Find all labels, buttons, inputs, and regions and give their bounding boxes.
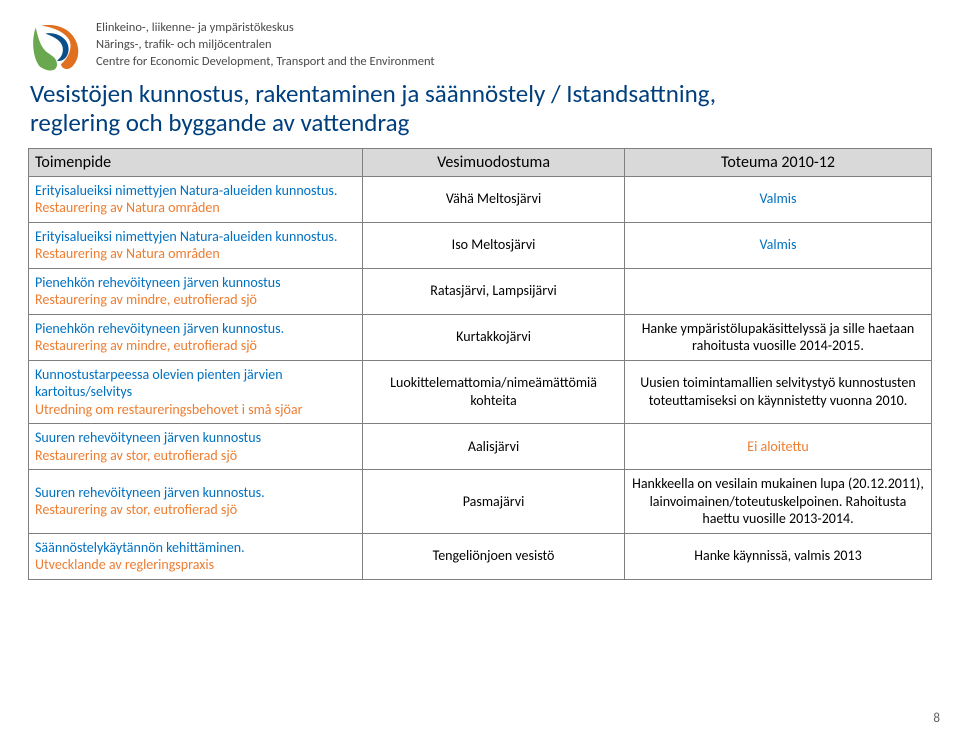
table-row: Suuren rehevöityneen järven kunnostus.Re…	[29, 470, 932, 534]
cell-description: Erityisalueiksi nimettyjen Natura-alueid…	[29, 176, 363, 222]
table-row: Pienehkön rehevöityneen järven kunnostus…	[29, 268, 932, 314]
cell-description: Suuren rehevöityneen järven kunnostus.Re…	[29, 470, 363, 534]
table-row: Pienehkön rehevöityneen järven kunnostus…	[29, 314, 932, 360]
page-header: Elinkeino-, liikenne- ja ympäristökeskus…	[28, 18, 932, 76]
col-header-toimenpide: Toimenpide	[29, 148, 363, 176]
cell-description: Säännöstelykäytännön kehittäminen.Utveck…	[29, 533, 363, 579]
cell-status: Uusien toimintamallien selvitystyö kunno…	[624, 360, 931, 424]
cell-status	[624, 268, 931, 314]
col-header-toteuma: Toteuma 2010-12	[624, 148, 931, 176]
measures-table: Toimenpide Vesimuodostuma Toteuma 2010-1…	[28, 148, 932, 580]
cell-waterbody: Luokittelemattomia/nimeämättömiä kohteit…	[363, 360, 625, 424]
table-body: Erityisalueiksi nimettyjen Natura-alueid…	[29, 176, 932, 579]
table-row: Erityisalueiksi nimettyjen Natura-alueid…	[29, 176, 932, 222]
page-number: 8	[933, 711, 940, 726]
cell-description: Suuren rehevöityneen järven kunnostusRes…	[29, 424, 363, 470]
desc-fi: Erityisalueiksi nimettyjen Natura-alueid…	[35, 228, 356, 246]
desc-sv: Restaurering av stor, eutrofierad sjö	[35, 447, 356, 465]
cell-waterbody: Vähä Meltosjärvi	[363, 176, 625, 222]
cell-status: Valmis	[624, 176, 931, 222]
org-line-sv: Närings-, trafik- och miljöcentralen	[96, 37, 435, 54]
org-name-block: Elinkeino-, liikenne- ja ympäristökeskus…	[96, 18, 435, 71]
cell-waterbody: Iso Meltosjärvi	[363, 222, 625, 268]
cell-description: Erityisalueiksi nimettyjen Natura-alueid…	[29, 222, 363, 268]
org-line-en: Centre for Economic Development, Transpo…	[96, 54, 435, 71]
status-text: Ei aloitettu	[747, 438, 808, 455]
desc-sv: Restaurering av Natura områden	[35, 199, 356, 217]
org-line-fi: Elinkeino-, liikenne- ja ympäristökeskus	[96, 20, 435, 37]
desc-sv: Restaurering av stor, eutrofierad sjö	[35, 501, 356, 519]
status-text: Valmis	[760, 236, 797, 253]
page-title: Vesistöjen kunnostus, rakentaminen ja sä…	[30, 80, 932, 138]
col-header-vesimuodostuma: Vesimuodostuma	[363, 148, 625, 176]
title-line-1: Vesistöjen kunnostus, rakentaminen ja sä…	[30, 80, 932, 109]
cell-waterbody: Pasmajärvi	[363, 470, 625, 534]
desc-sv: Utvecklande av regleringspraxis	[35, 556, 356, 574]
cell-waterbody: Ratasjärvi, Lampsijärvi	[363, 268, 625, 314]
cell-waterbody: Kurtakkojärvi	[363, 314, 625, 360]
cell-waterbody: Tengeliönjoen vesistö	[363, 533, 625, 579]
cell-description: Pienehkön rehevöityneen järven kunnostus…	[29, 268, 363, 314]
table-row: Kunnostustarpeessa olevien pienten järvi…	[29, 360, 932, 424]
desc-fi: Suuren rehevöityneen järven kunnostus.	[35, 484, 356, 502]
table-row: Säännöstelykäytännön kehittäminen.Utveck…	[29, 533, 932, 579]
desc-fi: Pienehkön rehevöityneen järven kunnostus	[35, 274, 356, 292]
desc-fi: Erityisalueiksi nimettyjen Natura-alueid…	[35, 182, 356, 200]
cell-status: Hankkeella on vesilain mukainen lupa (20…	[624, 470, 931, 534]
table-row: Suuren rehevöityneen järven kunnostusRes…	[29, 424, 932, 470]
cell-status: Ei aloitettu	[624, 424, 931, 470]
desc-sv: Restaurering av mindre, eutrofierad sjö	[35, 291, 356, 309]
cell-description: Pienehkön rehevöityneen järven kunnostus…	[29, 314, 363, 360]
table-header-row: Toimenpide Vesimuodostuma Toteuma 2010-1…	[29, 148, 932, 176]
cell-status: Hanke käynnissä, valmis 2013	[624, 533, 931, 579]
table-row: Erityisalueiksi nimettyjen Natura-alueid…	[29, 222, 932, 268]
desc-sv: Restaurering av Natura områden	[35, 245, 356, 263]
desc-fi: Kunnostustarpeessa olevien pienten järvi…	[35, 366, 356, 401]
desc-fi: Pienehkön rehevöityneen järven kunnostus…	[35, 320, 356, 338]
status-text: Valmis	[760, 190, 797, 207]
cell-description: Kunnostustarpeessa olevien pienten järvi…	[29, 360, 363, 424]
cell-status: Hanke ympäristölupakäsittelyssä ja sille…	[624, 314, 931, 360]
cell-waterbody: Aalisjärvi	[363, 424, 625, 470]
cell-status: Valmis	[624, 222, 931, 268]
ely-logo	[28, 18, 86, 76]
desc-fi: Suuren rehevöityneen järven kunnostus	[35, 429, 356, 447]
desc-sv: Restaurering av mindre, eutrofierad sjö	[35, 337, 356, 355]
desc-fi: Säännöstelykäytännön kehittäminen.	[35, 539, 356, 557]
desc-sv: Utredning om restaureringsbehovet i små …	[35, 401, 356, 419]
title-line-2: reglering och byggande av vattendrag	[30, 109, 932, 138]
